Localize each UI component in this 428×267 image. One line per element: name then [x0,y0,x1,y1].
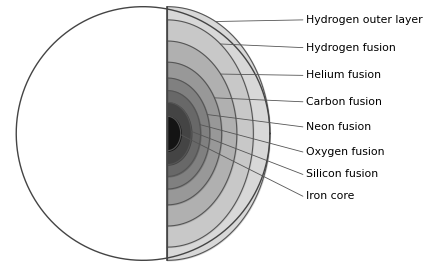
Text: Iron core: Iron core [306,191,354,201]
Text: Carbon fusion: Carbon fusion [306,97,382,107]
Polygon shape [16,7,270,260]
Text: Helium fusion: Helium fusion [306,70,381,80]
Text: Hydrogen fusion: Hydrogen fusion [306,43,396,53]
Text: Oxygen fusion: Oxygen fusion [306,147,385,157]
Text: Neon fusion: Neon fusion [306,122,372,132]
Text: Silicon fusion: Silicon fusion [306,170,378,179]
Text: Hydrogen outer layer: Hydrogen outer layer [306,15,423,25]
